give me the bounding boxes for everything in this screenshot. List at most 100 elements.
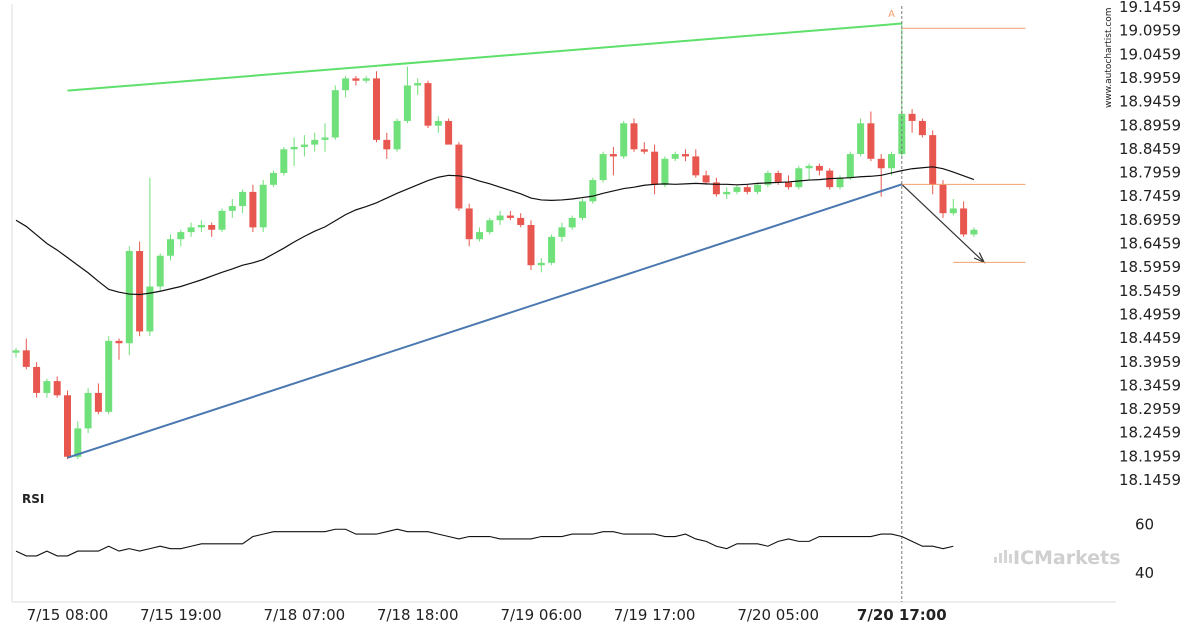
candle-body — [486, 220, 494, 233]
x-tick-label: 7/15 19:00 — [140, 606, 222, 624]
rsi-tick-label: 40 — [1135, 564, 1154, 582]
candle-body — [774, 172, 782, 183]
candle — [609, 146, 617, 176]
forecast-arrow-line — [901, 183, 985, 263]
x-tick-label: 7/20 05:00 — [737, 606, 819, 624]
y-tick-label: 19.1459 — [1119, 0, 1181, 16]
candle-body — [877, 158, 885, 169]
candle-body — [476, 232, 483, 240]
candle-body — [960, 208, 968, 235]
candle — [362, 76, 370, 84]
candle-body — [805, 165, 813, 169]
candle — [630, 118, 638, 152]
candle-body — [362, 78, 370, 81]
y-tick-label: 18.4459 — [1119, 329, 1181, 347]
rsi-title: RSI — [22, 492, 44, 506]
candle — [682, 149, 689, 162]
candle — [496, 210, 504, 226]
candle-body — [640, 149, 648, 152]
candle-body — [888, 154, 895, 169]
candle-body — [146, 286, 154, 332]
candle-body — [517, 217, 525, 226]
candle-body — [136, 251, 144, 332]
candle-body — [970, 229, 978, 235]
candle-body — [918, 120, 926, 136]
x-tick-label: 7/18 18:00 — [377, 606, 459, 624]
candle-body — [84, 392, 92, 429]
rsi-tick-label: 60 — [1135, 515, 1154, 533]
candle-body — [187, 227, 195, 233]
candle-body — [53, 381, 61, 396]
candle — [918, 118, 926, 138]
candle — [445, 118, 453, 145]
y-tick-label: 18.1959 — [1119, 447, 1181, 465]
candle — [167, 234, 174, 261]
candle-body — [228, 206, 236, 211]
candle-body — [558, 227, 566, 237]
y-tick-label: 18.6959 — [1119, 211, 1181, 229]
candle — [270, 170, 277, 188]
candlestick-series — [12, 23, 978, 460]
watermark-text: www.autochartist.com — [1104, 7, 1114, 108]
candle-body — [270, 172, 277, 185]
candle-body — [815, 165, 823, 171]
candle-body — [795, 168, 803, 188]
candle-body — [403, 85, 411, 121]
candle — [156, 253, 164, 292]
y-tick-label: 19.0959 — [1119, 22, 1181, 40]
brand-bars-icon — [994, 550, 1012, 563]
candle — [455, 142, 463, 211]
candle-body — [94, 392, 102, 412]
candle-body — [177, 232, 185, 240]
candle — [331, 85, 339, 140]
candle-body — [290, 146, 298, 150]
candle — [434, 116, 442, 133]
candle — [383, 132, 391, 159]
candle-body — [764, 172, 772, 185]
candle — [692, 149, 700, 178]
candle-body — [908, 113, 916, 121]
candle — [702, 170, 710, 185]
candle-body — [331, 90, 339, 138]
rsi-line — [15, 528, 954, 557]
candle — [136, 241, 144, 337]
candle — [857, 118, 865, 157]
y-tick-label: 19.0459 — [1119, 45, 1181, 63]
candle — [33, 362, 41, 398]
candle-body — [259, 184, 267, 228]
candle-body — [836, 177, 844, 188]
candle-body — [434, 120, 442, 126]
candle — [949, 198, 957, 216]
candle-body — [352, 78, 360, 81]
y-tick-label: 18.7459 — [1119, 187, 1181, 205]
candle — [476, 227, 483, 242]
candle — [527, 220, 535, 270]
brand-name: ICMarkets — [1013, 547, 1121, 569]
candle-body — [74, 428, 82, 457]
candle-body — [197, 225, 205, 228]
y-tick-label: 18.9959 — [1119, 69, 1181, 87]
pattern-lines: A — [67, 6, 986, 602]
candle-body — [249, 191, 257, 228]
candle-body — [218, 210, 226, 230]
candle — [53, 376, 61, 398]
candle — [218, 208, 226, 233]
candle-body — [929, 135, 937, 185]
y-tick-label: 18.7959 — [1119, 164, 1181, 182]
candle — [208, 222, 216, 237]
candle — [424, 80, 432, 129]
candle-body — [630, 123, 638, 150]
candle — [465, 203, 473, 247]
candle — [84, 388, 92, 434]
candle-body — [321, 137, 329, 140]
candle-body — [311, 139, 319, 145]
candle-body — [609, 154, 617, 157]
y-axis-labels: 19.1459 19.0959 19.0459 18.9959 18.9459 18.89… — [1119, 0, 1181, 489]
y-tick-label: 18.4959 — [1119, 305, 1181, 323]
pattern-point-label: A — [888, 9, 895, 20]
candle-body — [105, 340, 113, 412]
x-axis-labels: 7/15 08:00 7/15 19:00 7/18 07:00 7/18 18:00… — [27, 606, 947, 624]
candle — [43, 378, 51, 398]
moving-average-line — [15, 166, 975, 296]
candle — [888, 151, 895, 176]
